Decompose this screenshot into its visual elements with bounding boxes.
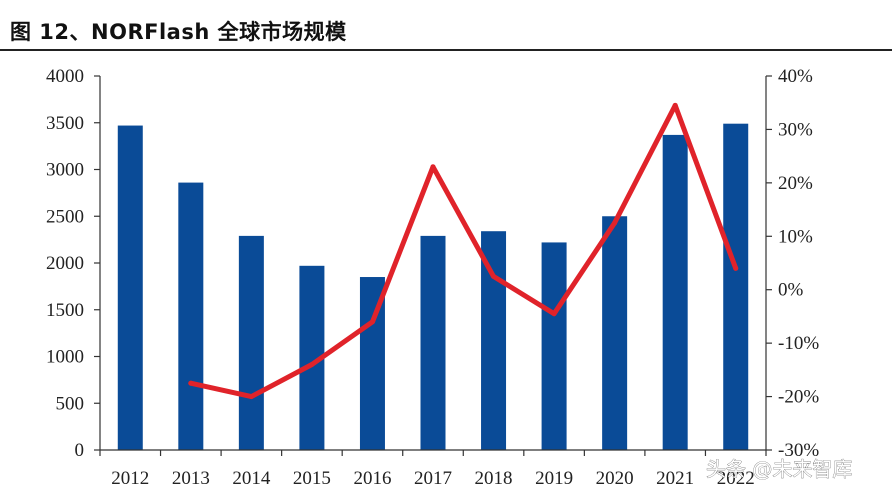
y-left-tick-label: 2000 bbox=[46, 253, 84, 274]
x-tick-label: 2014 bbox=[232, 468, 271, 489]
growth-point-2021 bbox=[672, 102, 678, 108]
x-tick-label: 2020 bbox=[596, 468, 634, 489]
bar-2014 bbox=[238, 235, 264, 450]
y-right-tick-label: -10% bbox=[778, 333, 819, 354]
x-tick-label: 2021 bbox=[656, 468, 694, 489]
growth-rate-line bbox=[188, 102, 739, 400]
growth-point-2013 bbox=[188, 380, 194, 386]
x-tick-label: 2012 bbox=[111, 468, 149, 489]
growth-point-2017 bbox=[430, 164, 436, 170]
y-right-tick-label: 20% bbox=[778, 173, 813, 194]
y-left-tick-label: 1000 bbox=[46, 347, 84, 368]
x-tick-label: 2016 bbox=[353, 468, 391, 489]
chart-title: 图 12、NORFlash 全球市场规模 bbox=[10, 20, 347, 44]
growth-point-2015 bbox=[309, 362, 315, 368]
y-right-tick-label: -30% bbox=[778, 440, 819, 461]
growth-point-2014 bbox=[248, 394, 254, 400]
y-right-tick-label: 40% bbox=[778, 66, 813, 87]
y-right-tick-label: 0% bbox=[778, 280, 804, 301]
y-right-tick-label: 30% bbox=[778, 119, 813, 140]
growth-point-2020 bbox=[612, 220, 618, 226]
watermark: 头条 @未来智库 bbox=[706, 457, 852, 481]
bar-2019 bbox=[541, 242, 567, 450]
y-left-tick-label: 3500 bbox=[46, 113, 84, 134]
bar-2017 bbox=[420, 235, 446, 450]
y-left-tick-label: 0 bbox=[75, 440, 85, 461]
x-tick-label: 2022 bbox=[717, 468, 755, 489]
growth-point-2022 bbox=[733, 265, 739, 271]
y-right-tick-label: 10% bbox=[778, 226, 813, 247]
bar-2020 bbox=[602, 216, 628, 450]
x-tick-label: 2019 bbox=[535, 468, 573, 489]
bar-2022 bbox=[723, 123, 749, 450]
y-left-tick-label: 2500 bbox=[46, 206, 84, 227]
y-right-tick-label: -20% bbox=[778, 387, 819, 408]
y-left-tick-label: 4000 bbox=[46, 66, 84, 87]
x-tick-label: 2017 bbox=[414, 468, 452, 489]
growth-point-2016 bbox=[369, 319, 375, 325]
y-left-tick-label: 3000 bbox=[46, 160, 84, 181]
bar-2018 bbox=[481, 231, 507, 450]
x-tick-label: 2015 bbox=[293, 468, 331, 489]
growth-point-2019 bbox=[551, 311, 557, 317]
title-rule bbox=[0, 49, 892, 51]
bar-2021 bbox=[662, 134, 688, 450]
bar-2013 bbox=[178, 182, 204, 450]
x-tick-label: 2018 bbox=[475, 468, 513, 489]
x-tick-label: 2013 bbox=[172, 468, 210, 489]
growth-point-2018 bbox=[491, 273, 497, 279]
y-left-tick-label: 500 bbox=[56, 393, 85, 414]
y-left-tick-label: 1500 bbox=[46, 300, 84, 321]
bar-2012 bbox=[117, 125, 143, 451]
